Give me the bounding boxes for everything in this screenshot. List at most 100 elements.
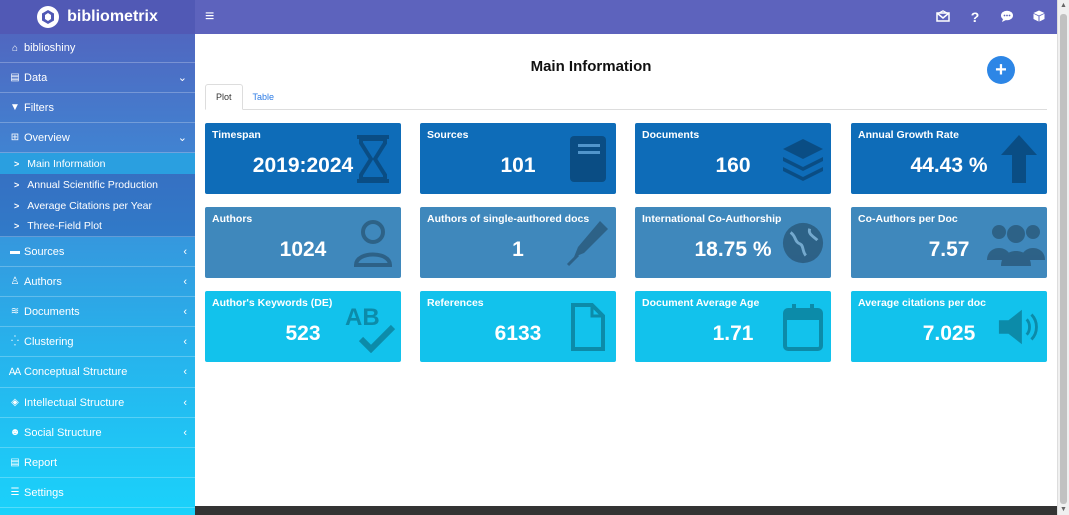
scroll-down-icon[interactable]: ▼	[1060, 506, 1067, 513]
sidebar-item-clustering[interactable]: ⁛ Clustering ‹	[0, 327, 195, 357]
report-icon: ▤	[10, 457, 20, 468]
sidebar-item-authors[interactable]: ♙ Authors ‹	[0, 267, 195, 297]
card-documents: Documents 160	[635, 123, 831, 194]
question-icon[interactable]: ?	[970, 9, 980, 25]
pen-icon	[566, 215, 610, 271]
chevron-down-icon: ⌄	[177, 72, 187, 84]
card-value: 2019:2024	[252, 154, 354, 177]
card-title: Author's Keywords (DE)	[212, 297, 333, 309]
card-value: 1.71	[712, 322, 754, 345]
sidebar-item-label: Authors	[24, 275, 62, 288]
card-international-coauthorship: International Co-Authorship 18.75 %	[635, 207, 831, 278]
brand-logo[interactable]: bibliometrix	[0, 0, 195, 34]
chevron-left-icon: ‹	[183, 335, 187, 348]
sidebar-subitem-annual-production[interactable]: > Annual Scientific Production	[0, 174, 195, 195]
sidebar-item-label: Filters	[24, 101, 54, 114]
sidebar-item-label: Clustering	[24, 335, 74, 348]
sidebar-item-report[interactable]: ▤ Report	[0, 448, 195, 478]
tab-table[interactable]: Table	[252, 92, 275, 102]
user-icon: ♙	[10, 276, 20, 287]
sidebar-item-conceptual-structure[interactable]: Ꜳ Conceptual Structure ‹	[0, 357, 195, 388]
card-title: Authors	[212, 213, 253, 225]
sidebar-item-label: Overview	[24, 131, 70, 144]
sidebar-item-label: biblioshiny	[24, 42, 76, 54]
layers-icon	[781, 131, 825, 187]
globe-icon	[781, 215, 825, 271]
sliders-icon: ☰	[10, 487, 20, 498]
envelope-icon[interactable]	[935, 9, 951, 25]
sidebar-subitem-main-information[interactable]: > Main Information	[0, 153, 195, 174]
sidebar-item-intellectual-structure[interactable]: ◈ Intellectual Structure ‹	[0, 388, 195, 418]
card-title: Average citations per doc	[858, 297, 986, 309]
scrollbar-thumb[interactable]	[1060, 14, 1067, 504]
users-icon: ☻	[9, 427, 21, 438]
chevron-left-icon: ‹	[183, 275, 187, 288]
spellcheck-icon: AB	[343, 299, 399, 355]
card-single-authored: Authors of single-authored docs 1	[420, 207, 616, 278]
users-icon	[987, 215, 1045, 271]
file-icon	[566, 299, 610, 355]
chevron-left-icon: ‹	[183, 305, 187, 318]
chevron-right-icon: >	[14, 221, 20, 231]
hamburger-menu-icon[interactable]: ≡	[205, 8, 215, 25]
brand-name: bibliometrix	[67, 8, 158, 25]
card-title: Co-Authors per Doc	[858, 213, 958, 225]
card-value: 18.75 %	[694, 238, 772, 261]
card-references: References 6133	[420, 291, 616, 362]
card-title: Document Average Age	[642, 297, 760, 309]
sidebar-subitem-three-field-plot[interactable]: > Three-Field Plot	[0, 216, 195, 237]
svg-text:AB: AB	[345, 304, 380, 331]
scroll-up-icon[interactable]: ▲	[1060, 2, 1067, 9]
card-annual-growth-rate: Annual Growth Rate 44.43 %	[851, 123, 1047, 194]
main-content: Main Information + Plot Table Timespan 2…	[195, 34, 1057, 506]
sidebar-item-label: Conceptual Structure	[24, 366, 128, 378]
calendar-icon	[781, 299, 825, 355]
sidebar-subitem-label: Average Citations per Year	[27, 199, 152, 212]
chat-icon[interactable]	[999, 9, 1015, 25]
card-document-average-age: Document Average Age 1.71	[635, 291, 831, 362]
card-title: International Co-Authorship	[642, 213, 782, 225]
file-import-icon: ▤	[10, 72, 20, 83]
sidebar-item-documents[interactable]: ≋ Documents ‹	[0, 297, 195, 327]
page-title: Main Information	[530, 58, 652, 75]
home-icon: ⌂	[11, 42, 19, 54]
hourglass-icon	[351, 131, 395, 187]
sidebar-item-social-structure[interactable]: ☻ Social Structure ‹	[0, 418, 195, 448]
card-title: Authors of single-authored docs	[427, 213, 590, 225]
spinner-icon: ⁛	[11, 336, 19, 347]
box-icon[interactable]	[1031, 9, 1047, 25]
sidebar-item-overview[interactable]: ⊞ Overview ⌄	[0, 123, 195, 153]
add-button[interactable]: +	[987, 56, 1015, 84]
sidebar-item-biblioshiny[interactable]: ⌂ biblioshiny	[0, 34, 195, 63]
card-value: 523	[285, 322, 321, 345]
chevron-right-icon: >	[14, 179, 20, 190]
spell-check-icon: Ꜳ	[8, 366, 22, 378]
layers-icon: ≋	[10, 306, 20, 317]
gem-icon: ◈	[11, 397, 19, 408]
card-coauthors-per-doc: Co-Authors per Doc 7.57	[851, 207, 1047, 278]
sidebar-item-filters[interactable]: ▼ Filters	[0, 93, 195, 123]
sidebar-item-label: Sources	[24, 245, 65, 258]
sidebar-subitem-average-citations[interactable]: > Average Citations per Year	[0, 195, 195, 216]
chevron-right-icon: >	[14, 158, 20, 169]
card-author-keywords: AB Author's Keywords (DE) 523	[205, 291, 401, 362]
sidebar-item-settings[interactable]: ☰ Settings	[0, 478, 195, 508]
chevron-right-icon: >	[14, 200, 20, 211]
card-sources: Sources 101	[420, 123, 616, 194]
chevron-left-icon: ‹	[183, 366, 187, 378]
sidebar-subitem-label: Main Information	[27, 157, 106, 170]
card-timespan: Timespan 2019:2024	[205, 123, 401, 194]
sidebar-subitem-label: Three-Field Plot	[27, 220, 102, 232]
tab-plot[interactable]: Plot	[205, 84, 243, 110]
chevron-down-icon: ⌄	[177, 132, 187, 144]
tab-bar: Plot Table	[205, 84, 1047, 110]
hexagon-logo-icon	[37, 6, 60, 28]
card-value: 44.43 %	[910, 154, 988, 177]
sidebar-item-sources[interactable]: ▬ Sources ‹	[0, 237, 195, 267]
card-value: 7.025	[922, 322, 976, 345]
book-icon: ▬	[10, 246, 20, 257]
card-average-citations: Average citations per doc 7.025	[851, 291, 1047, 362]
vertical-scrollbar[interactable]: ▲ ▼	[1057, 0, 1069, 515]
sidebar-item-data[interactable]: ▤ Data ⌄	[0, 63, 195, 93]
card-value: 7.57	[928, 238, 970, 261]
